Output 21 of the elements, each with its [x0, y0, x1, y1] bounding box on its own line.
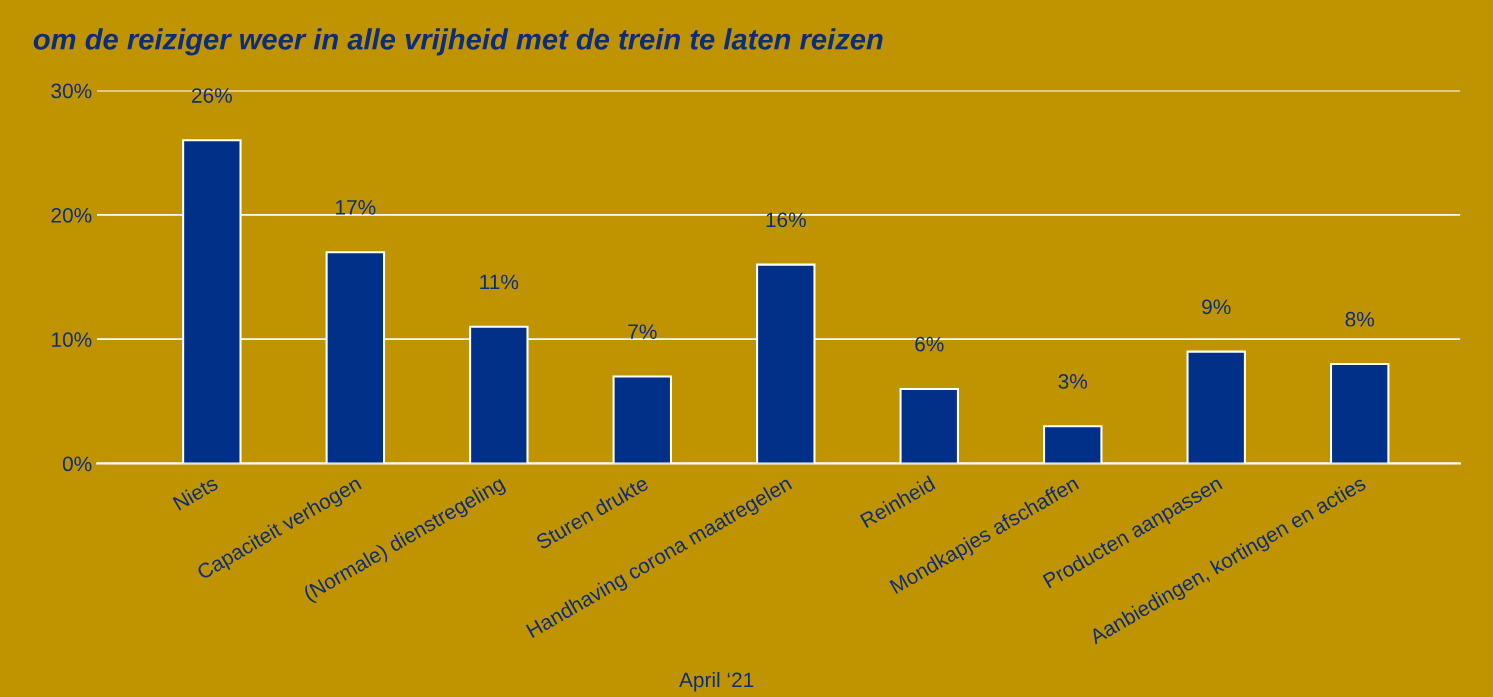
bar: [1186, 350, 1246, 464]
x-axis-title: April ‘21: [679, 671, 754, 692]
y-tick-label: 0%: [62, 456, 92, 472]
data-label: 6%: [915, 336, 944, 352]
bar: [1043, 425, 1103, 464]
y-tick-label: 10%: [52, 332, 92, 347]
bar: [1329, 363, 1390, 464]
data-label: 16%: [766, 212, 806, 228]
x-tick-label: Niets: [172, 474, 219, 511]
data-label: 11%: [480, 274, 519, 290]
y-tick-label: 20%: [51, 207, 92, 223]
chart-title: om de reiziger weer in alle vrijheid met de trein te laten reizen: [33, 28, 883, 56]
data-label: 17%: [336, 200, 376, 215]
data-label: 3%: [1058, 374, 1088, 389]
data-label: 9%: [1202, 299, 1231, 315]
data-label: 7%: [628, 324, 657, 339]
bar: [612, 375, 673, 464]
data-label: 26%: [192, 88, 232, 103]
data-label: 8%: [1345, 311, 1375, 327]
bar: [899, 387, 959, 464]
y-tick-label: 30%: [51, 83, 92, 99]
